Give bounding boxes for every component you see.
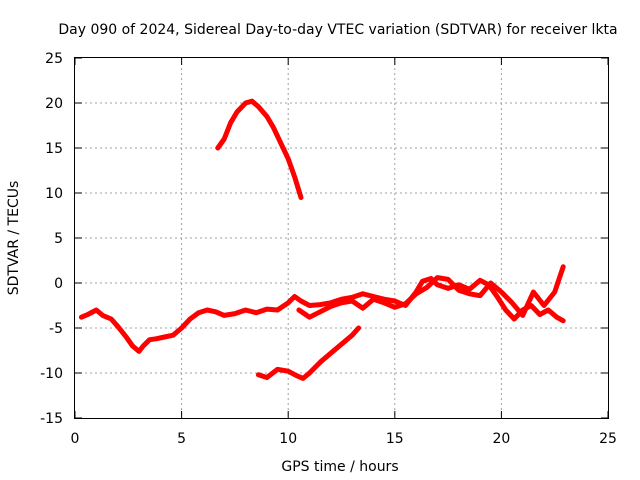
y-tick-label: -5: [49, 321, 63, 337]
x-tick-label: 20: [492, 431, 510, 447]
series-layer: [78, 98, 566, 381]
x-tick-label: 10: [279, 431, 297, 447]
plot-frame: [74, 57, 609, 419]
series-line-2: [215, 98, 304, 200]
y-axis-label: SDTVAR / TECUs: [6, 181, 22, 296]
x-tick-label: 5: [177, 431, 186, 447]
y-tick-label: -10: [40, 366, 63, 382]
y-tick-label: 5: [54, 231, 63, 247]
y-tick-label: 10: [45, 186, 63, 202]
series-line-3: [255, 325, 362, 381]
x-axis-label: GPS time / hours: [281, 459, 398, 475]
x-tick-label: 25: [599, 431, 617, 447]
y-tick-label: 15: [45, 141, 63, 157]
y-tick-label: -15: [40, 411, 63, 427]
x-tick-label: 0: [71, 431, 80, 447]
axis-ticks: 0 5 10 15 20 25 -15 -10 -5 0 5 10 15 20 25: [40, 51, 617, 447]
chart-title: Day 090 of 2024, Sidereal Day-to-day VTE…: [58, 22, 617, 38]
y-tick-label: 25: [45, 51, 63, 67]
series-line-4: [296, 264, 566, 320]
y-tick-label: 20: [45, 96, 63, 112]
x-tick-label: 15: [386, 431, 404, 447]
series-line-1: [78, 276, 566, 354]
y-tick-label: 0: [54, 276, 63, 292]
grid: [75, 58, 608, 418]
